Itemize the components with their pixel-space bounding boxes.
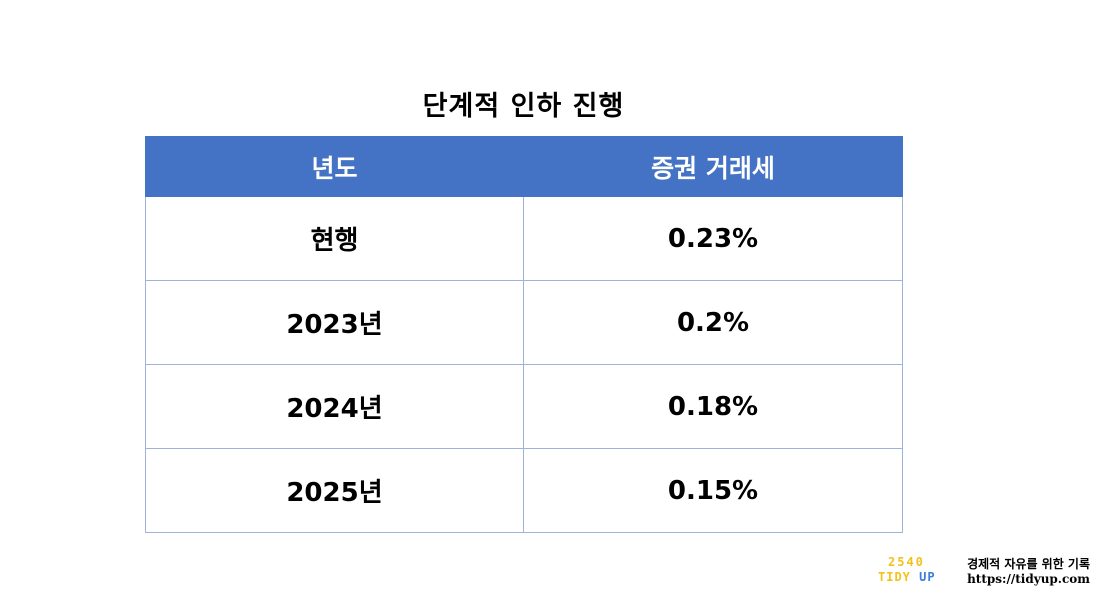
header-tax-rate: 증권 거래세 [523,136,903,197]
tidyup-logo: 2540 TIDY UP [876,555,946,589]
table-row: 2025년 0.15% [145,448,903,533]
brand-url: https://tidyup.com [967,572,1090,586]
logo-wordmark: TIDY UP [878,570,936,584]
year-cell: 2023년 [145,280,524,365]
table-row: 현행 0.23% [145,196,903,281]
table-row: 2023년 0.2% [145,280,903,365]
year-cell: 현행 [145,196,524,281]
rate-cell: 0.18% [523,364,903,449]
brand-watermark: 2540 TIDY UP 경제적 자유를 위한 기록 https://tidyu… [872,555,1092,591]
rate-cell: 0.15% [523,448,903,533]
header-year: 년도 [145,136,524,197]
rate-cell: 0.23% [523,196,903,281]
page-title: 단계적 인하 진행 [422,91,625,122]
table-row: 2024년 0.18% [145,364,903,449]
logo-word-up: UP [919,570,936,584]
year-cell: 2025년 [145,448,524,533]
logo-number: 2540 [888,555,925,569]
rate-cell: 0.2% [523,280,903,365]
year-cell: 2024년 [145,364,524,449]
brand-slogan: 경제적 자유를 위한 기록 [967,557,1090,571]
tax-rate-table: 년도 증권 거래세 현행 0.23% 2023년 0.2% 2024년 0.18… [145,136,903,533]
table-header-row: 년도 증권 거래세 [145,136,903,197]
logo-word-tidy: TIDY [878,570,911,584]
